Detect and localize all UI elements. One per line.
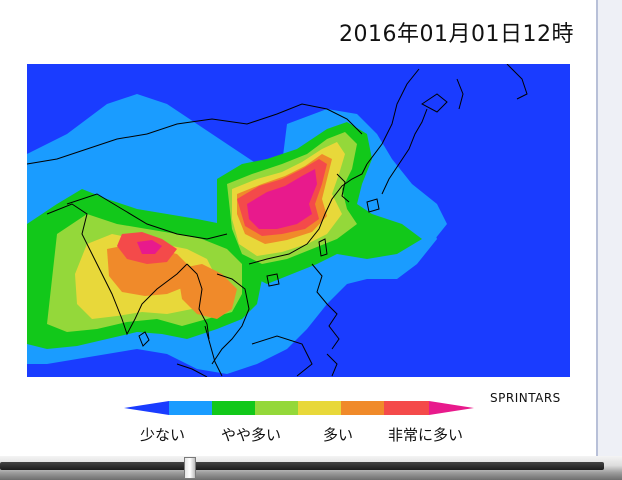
coastline-sakhalin — [456, 78, 464, 110]
magenta-zone-ganges — [137, 240, 162, 254]
coastline-indochina — [211, 273, 250, 365]
legend-label-somewhat-many: やや多い — [221, 426, 282, 444]
window-border — [596, 0, 598, 456]
border-russia-coast — [366, 68, 420, 165]
magenta-zone-china — [247, 169, 317, 229]
coastline-borneo — [251, 335, 313, 377]
legend-swatch-5 — [341, 401, 384, 415]
coastline-korea — [336, 173, 350, 203]
coastline-taiwan — [318, 238, 328, 257]
aerosol-map-svg — [27, 64, 570, 377]
border-central-asia — [27, 133, 148, 165]
coastline-sumatra — [176, 363, 208, 377]
aerosol-map — [27, 64, 570, 377]
legend-swatch-6 — [384, 401, 429, 415]
coastlines — [27, 64, 528, 377]
legend-swatch-2 — [212, 401, 255, 415]
coastline-china — [248, 163, 368, 265]
coastline-india — [46, 203, 188, 336]
coastline-hainan — [266, 273, 280, 287]
orange-zone-indochina — [177, 264, 237, 319]
legend-labels: 少ない やや多い 多い 非常に多い — [0, 424, 622, 444]
legend-swatch-7 — [429, 401, 474, 415]
coastline-japan — [381, 108, 428, 195]
border-mongolia — [146, 103, 363, 135]
timeline-scrollbar[interactable] — [0, 456, 622, 480]
legend-swatch-4 — [298, 401, 341, 415]
coastline-philippines — [311, 263, 340, 350]
coastline-malay — [204, 325, 223, 377]
coastline-sulawesi — [326, 353, 338, 377]
coastline-kyushu — [366, 198, 380, 213]
legend-label-very-many: 非常に多い — [388, 426, 464, 444]
coastline-kamchatka — [506, 64, 528, 100]
legend-label-many: 多い — [323, 426, 354, 444]
legend-swatch-3 — [255, 401, 298, 415]
haze-central-asia — [27, 139, 137, 189]
coastline-hokkaido — [421, 93, 448, 113]
model-credit: SPRINTARS — [490, 391, 561, 405]
coastline-myanmar — [186, 263, 210, 340]
legend-label-few: 少ない — [140, 426, 186, 444]
legend-swatch-1 — [169, 401, 212, 415]
legend-colorbar — [124, 401, 474, 415]
border-himalaya — [66, 193, 228, 240]
window-edge — [598, 0, 622, 456]
scrollbar-track[interactable] — [0, 462, 604, 470]
forecast-timestamp: 2016年01月01日12時 — [339, 22, 574, 47]
legend-swatch-0 — [124, 401, 169, 415]
scrollbar-thumb[interactable] — [184, 457, 196, 479]
coastline-sri-lanka — [138, 331, 150, 347]
